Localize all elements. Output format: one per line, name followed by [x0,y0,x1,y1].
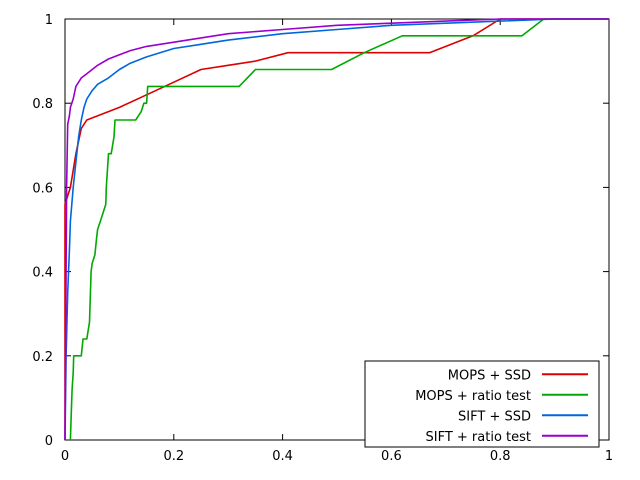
y-tick-label: 0.6 [32,181,53,196]
x-tick-label: 0 [61,449,69,464]
legend-entry-label: MOPS + ratio test [415,389,531,404]
x-tick-label: 0.6 [381,449,402,464]
legend-entry-label: SIFT + ratio test [425,430,531,445]
series-line-sift-ssd [64,18,609,441]
series-line-mops-ratio-test [69,18,609,441]
legend-box [364,360,600,448]
series-line-sift-ratio-test [64,18,609,441]
y-tick-label: 0.8 [32,97,53,112]
y-tick-label: 0 [45,434,53,449]
tick-labels: 0 0.2 0.4 0.6 0.8 1 0 0.2 0.4 0.6 0.8 1 [32,13,613,464]
legend-entry-label: MOPS + SSD [448,368,531,383]
x-tick-label: 1 [605,449,613,464]
x-tick-label: 0.8 [490,449,511,464]
x-tick-label: 0.2 [163,449,184,464]
x-tick-label: 0.4 [272,449,293,464]
legend-entry-label: SIFT + SSD [458,409,531,424]
y-tick-label: 0.2 [32,350,53,365]
series-lines [64,18,609,441]
y-tick-label: 1 [45,13,53,28]
legend: MOPS + SSD MOPS + ratio test SIFT + SSD SIF… [364,360,600,448]
y-tick-label: 0.4 [32,266,53,281]
